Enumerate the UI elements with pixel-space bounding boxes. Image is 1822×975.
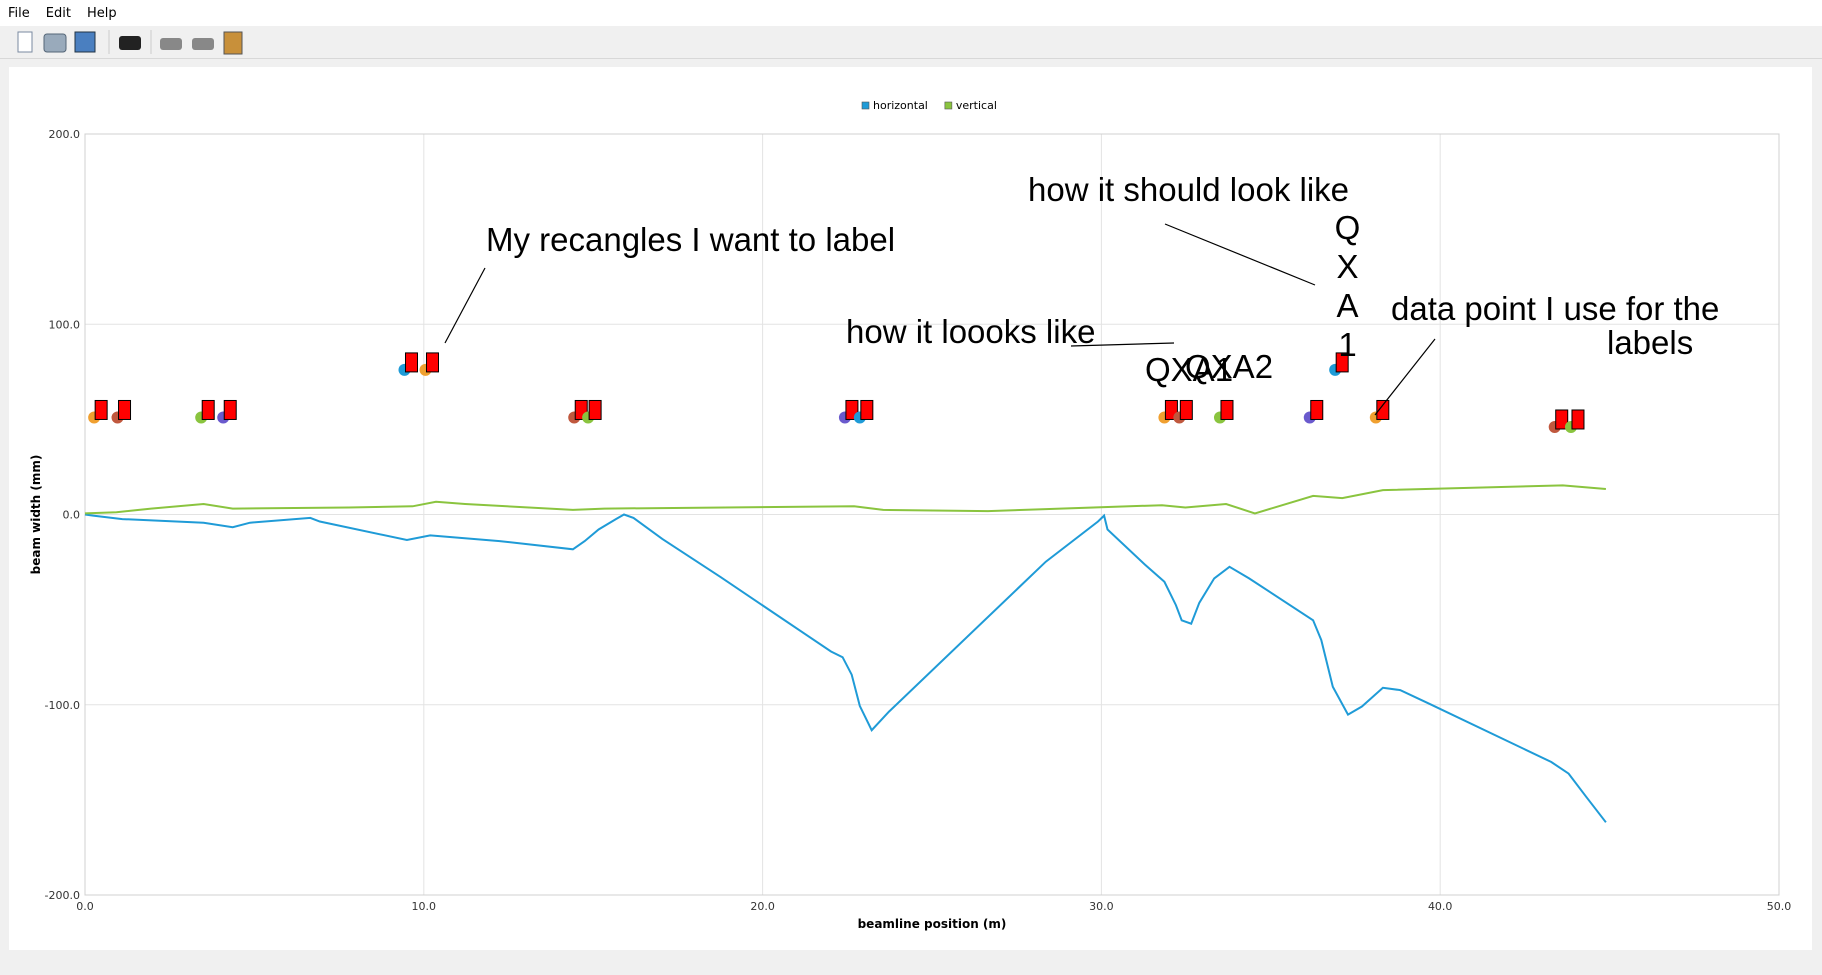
- element-rect: [94, 399, 108, 420]
- element-rect: [404, 352, 418, 373]
- element-rect: [1220, 399, 1234, 420]
- tool-button[interactable]: [160, 38, 182, 50]
- element-rect: [1555, 409, 1569, 430]
- menu-item[interactable]: Edit: [45, 6, 71, 21]
- annotation-line: [1070, 342, 1175, 347]
- annotation: labels: [1607, 324, 1694, 361]
- legend: horizontal vertical: [861, 99, 997, 112]
- save-button[interactable]: [74, 31, 96, 53]
- y-tick-label: 0.0: [63, 509, 81, 522]
- legend-swatch: [861, 101, 870, 110]
- menu-item[interactable]: Help: [86, 6, 117, 21]
- line-series: [84, 484, 1606, 515]
- element-rect: [1310, 399, 1324, 420]
- y-tick-label: -200.0: [45, 889, 80, 902]
- element-rect: [1179, 399, 1193, 420]
- line-series: [84, 513, 1607, 823]
- annotation: data point I use for the: [1391, 290, 1720, 327]
- annotation: how it loooks like: [846, 313, 1096, 350]
- overlap-label: QXA1: [1145, 351, 1234, 388]
- y-axis-label: beam width (mm): [29, 455, 43, 575]
- menu-item[interactable]: File: [8, 6, 30, 21]
- vertical-label: QXA1: [1329, 209, 1366, 365]
- legend-label: vertical: [956, 99, 997, 112]
- legend-swatch: [944, 101, 953, 110]
- legend-label: horizontal: [873, 99, 928, 112]
- annotation-line: [444, 267, 486, 344]
- annotation-line: [1374, 338, 1436, 416]
- element-rect: [1571, 409, 1585, 430]
- element-rect: [1376, 399, 1390, 420]
- tool-button[interactable]: [223, 31, 243, 55]
- annotation: My recangles I want to label: [486, 221, 896, 258]
- element-rect: [223, 399, 237, 420]
- menu-bar: File Edit Help: [0, 0, 1822, 26]
- element-rect: [860, 399, 874, 420]
- chart: 0.0 10.0 20.0 30.0 40.0 50.0 -200.0 -100.0 0.0 10…: [29, 99, 1792, 931]
- annotation: how it should look like: [1028, 171, 1350, 208]
- annotation-lines: [444, 223, 1436, 416]
- element-rect: [118, 399, 132, 420]
- x-tick-label: 0.0: [76, 900, 94, 913]
- element-rect: [588, 399, 602, 420]
- y-tick-label: 200.0: [49, 128, 81, 141]
- toolbar: [0, 30, 1822, 59]
- open-button[interactable]: [43, 33, 67, 53]
- new-button[interactable]: [17, 31, 33, 53]
- annotation-line: [1164, 223, 1316, 286]
- y-tick-label: 100.0: [49, 318, 81, 331]
- element-rect: [425, 352, 439, 373]
- x-axis-label: beamline position (m): [858, 917, 1007, 931]
- x-tick-label: 20.0: [750, 900, 775, 913]
- element-rect: [1335, 352, 1349, 373]
- x-tick-label: 10.0: [412, 900, 437, 913]
- tool-button[interactable]: [119, 36, 141, 50]
- chart-panel: 0.0 10.0 20.0 30.0 40.0 50.0 -200.0 -100.0 0.0 10…: [9, 67, 1812, 950]
- element-rect: [201, 399, 215, 420]
- overlap-label: QXA2: [1185, 348, 1274, 385]
- tool-button[interactable]: [192, 38, 214, 50]
- y-tick-label: -100.0: [45, 699, 80, 712]
- x-tick-label: 40.0: [1428, 900, 1453, 913]
- x-tick-label: 50.0: [1767, 900, 1792, 913]
- x-tick-label: 30.0: [1089, 900, 1114, 913]
